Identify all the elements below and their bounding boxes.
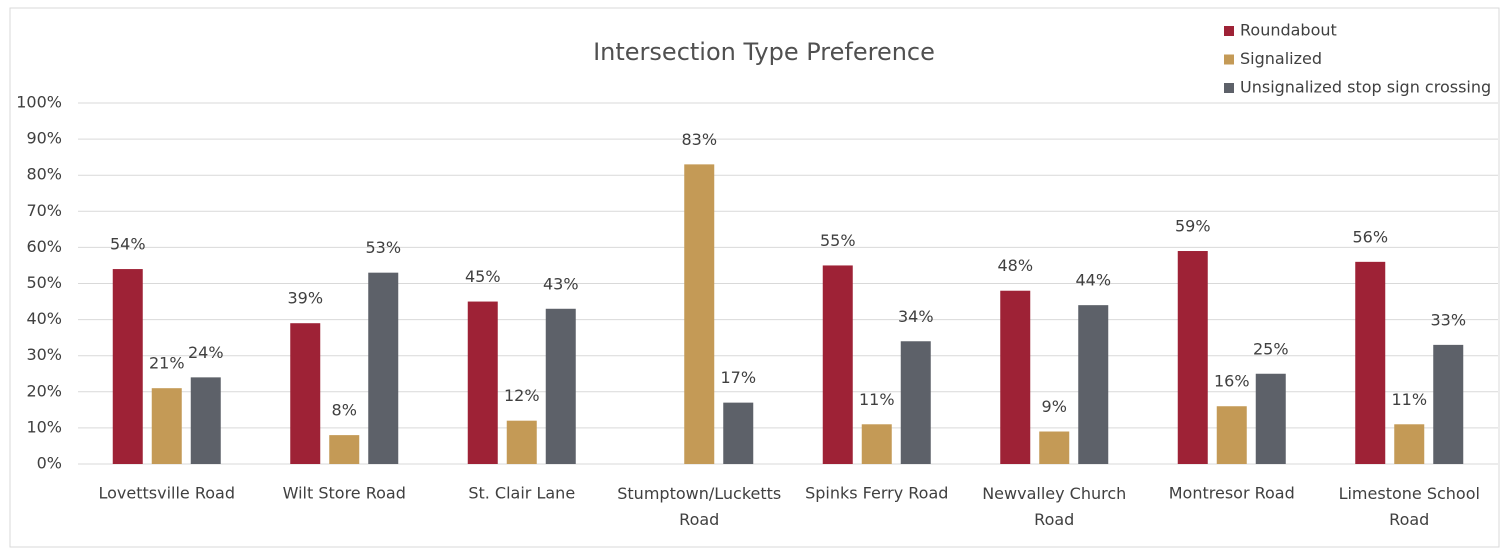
bar [190,377,221,464]
y-tick-label: 10% [26,417,62,436]
data-label: 45% [465,267,501,286]
data-label: 11% [859,390,895,409]
bar [900,341,931,464]
bar [861,424,892,464]
data-label: 54% [110,235,146,254]
data-label: 39% [287,289,323,308]
bar [1433,344,1464,464]
legend-label: Unsignalized stop sign crossing [1240,78,1491,97]
bar [1355,261,1386,464]
bar [1078,305,1109,464]
bar [368,272,399,464]
bar [1039,431,1070,464]
y-tick-label: 60% [26,237,62,256]
chart-title: Intersection Type Preference [593,38,935,66]
y-tick-label: 40% [26,309,62,328]
legend-swatch [1224,54,1234,65]
bar [1394,424,1425,464]
data-label: 25% [1253,339,1289,358]
bar [290,323,321,464]
data-label: 48% [997,256,1033,275]
bar [1177,251,1208,464]
bar [822,265,853,464]
y-tick-label: 80% [26,165,62,184]
bar [112,269,143,464]
bar [684,164,715,464]
data-label: 8% [332,401,357,420]
x-tick-label: Newvalley Church Road [982,484,1126,529]
bar [1255,373,1286,464]
data-label: 21% [149,354,185,373]
data-label: 59% [1175,217,1211,236]
legend-label: Signalized [1240,49,1322,68]
data-label: 56% [1352,227,1388,246]
bar [545,308,576,464]
data-label: 43% [543,274,579,293]
data-label: 24% [188,343,224,362]
x-tick-label: St. Clair Lane [468,484,575,503]
x-tick-label: Montresor Road [1169,484,1295,503]
data-label: 12% [504,386,540,405]
data-label: 83% [681,130,717,149]
x-tick-label: Spinks Ferry Road [805,484,948,503]
x-tick-line: Road [679,510,719,529]
data-label: 11% [1391,390,1427,409]
bar [467,301,498,464]
data-label: 9% [1042,397,1067,416]
bar [1000,290,1031,464]
x-tick-label: Wilt Store Road [283,484,406,503]
x-tick-line: Road [1034,510,1074,529]
y-tick-label: 90% [26,129,62,148]
data-label: 16% [1214,372,1250,391]
y-tick-label: 30% [26,345,62,364]
bar [329,435,360,464]
data-label: 33% [1430,310,1466,329]
x-tick-line: Road [1389,510,1429,529]
bar [1216,406,1247,464]
bar [151,388,182,464]
data-label: 34% [898,307,934,326]
x-tick-label: Lovettsville Road [99,484,236,503]
y-tick-label: 0% [37,454,62,473]
data-label: 55% [820,231,856,250]
x-tick-label: Limestone School Road [1339,484,1480,529]
x-tick-line: Newvalley Church [982,484,1126,503]
chart-border [9,7,1500,548]
y-tick-label: 70% [26,201,62,220]
data-label: 53% [365,238,401,257]
data-label: 44% [1075,271,1111,290]
y-tick-label: 20% [26,381,62,400]
data-label: 17% [720,368,756,387]
legend-label: Roundabout [1240,21,1337,40]
x-tick-line: Stumptown/Lucketts [617,484,781,503]
bar [506,420,537,464]
y-tick-label: 100% [16,93,62,112]
x-tick-label: Stumptown/Lucketts Road [617,484,781,529]
y-tick-label: 50% [26,273,62,292]
legend-swatch [1224,83,1234,93]
legend-swatch [1224,26,1234,36]
x-tick-line: Limestone School [1339,484,1480,503]
bar [723,402,754,464]
